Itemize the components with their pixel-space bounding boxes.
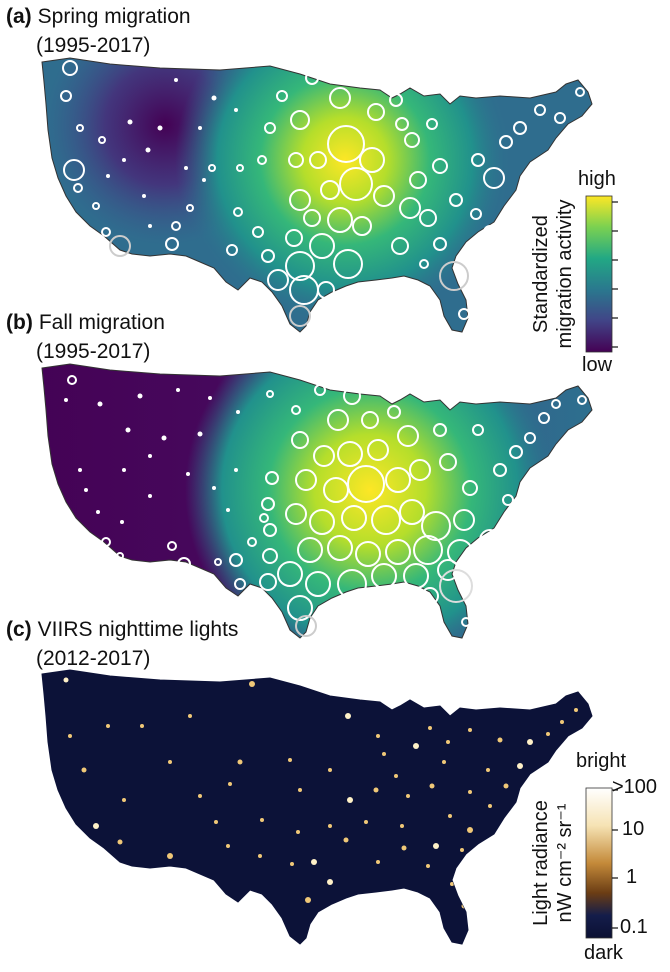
panel-c-years: (2012-2017) <box>36 647 151 670</box>
lights-tick-100: >100 <box>612 776 658 798</box>
panel-c-title: (c) VIIRS nighttime lights <box>6 617 238 643</box>
spring-radar-circles <box>60 60 585 327</box>
panel-a-title-text: Spring migration <box>37 5 191 28</box>
lights-legend-bright: bright <box>576 750 627 772</box>
fall-radar-circles <box>67 375 587 637</box>
spring-small-dots <box>106 78 238 228</box>
panel-b-title-text: Fall migration <box>38 311 165 334</box>
lights-ticks <box>612 789 618 929</box>
nighttime-lights-map <box>41 669 593 945</box>
fall-small-dots <box>64 388 240 524</box>
spring-migration-map <box>41 57 593 333</box>
lights-colorbar <box>585 787 613 939</box>
lights-tick-0-1: 0.1 <box>620 916 648 938</box>
lights-tick-1: 1 <box>626 866 638 888</box>
lights-legend-title-2: nW cm⁻² sr⁻¹ <box>554 803 576 923</box>
lights-legend-dark: dark <box>584 942 623 964</box>
migration-colorbar <box>585 195 613 353</box>
lights-legend-title-1: Light radiance <box>530 800 552 926</box>
migration-legend <box>585 195 618 353</box>
migration-legend-title-1: Standardized <box>530 215 552 333</box>
panel-c-title-text: VIIRS nighttime lights <box>37 618 239 641</box>
lights-legend <box>585 787 618 939</box>
panel-a-letter: (a) <box>6 5 32 28</box>
migration-ticks <box>612 201 618 348</box>
city-lights <box>63 677 578 909</box>
panel-a-title: (a) Spring migration <box>6 4 191 30</box>
panel-a-years: (1995-2017) <box>36 34 151 57</box>
migration-legend-low: low <box>582 354 613 376</box>
panel-c-letter: (c) <box>6 618 32 641</box>
migration-legend-high: high <box>578 168 616 190</box>
panel-b-letter: (b) <box>6 311 33 334</box>
lights-tick-10: 10 <box>622 818 645 840</box>
migration-legend-title-2: migration activity <box>554 199 576 349</box>
panel-b-years: (1995-2017) <box>36 340 151 363</box>
panel-b-title: (b) Fall migration <box>6 310 165 336</box>
fall-migration-map <box>41 363 593 639</box>
